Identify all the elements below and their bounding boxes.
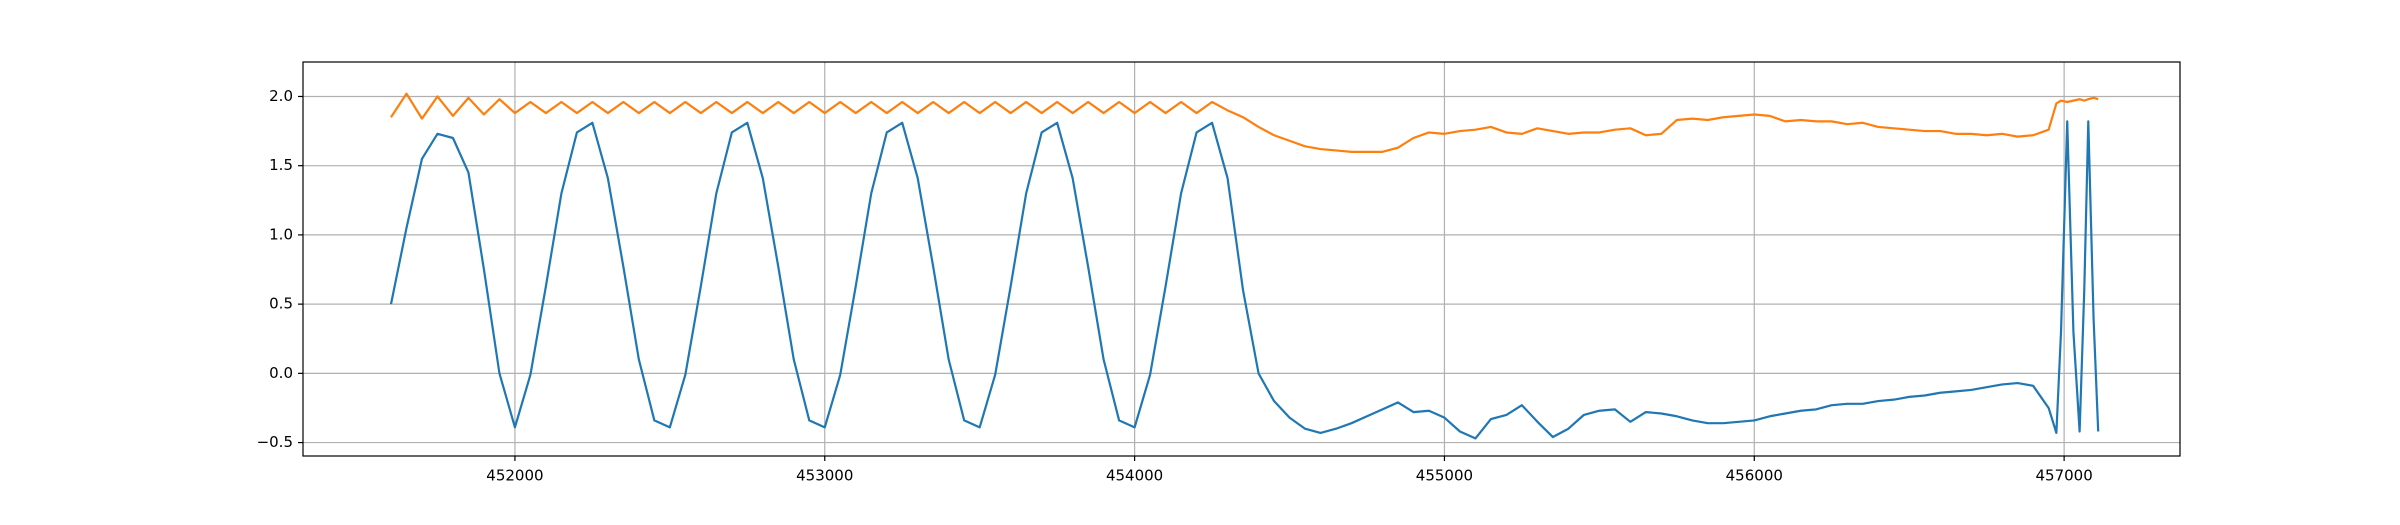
plot-frame <box>302 61 2181 457</box>
y-tick-label: 2.0 <box>269 87 293 105</box>
y-tick-label: 0.0 <box>269 364 293 382</box>
y-tick-label: 1.0 <box>269 225 293 243</box>
x-tick-label: 454000 <box>1106 467 1163 485</box>
y-tick-label: −0.5 <box>257 433 293 451</box>
series-line <box>389 120 2100 440</box>
x-tick-label: 453000 <box>796 467 853 485</box>
x-tick-label: 457000 <box>2035 467 2092 485</box>
y-tick-label: 1.5 <box>269 156 293 174</box>
x-tick-label: 455000 <box>1416 467 1473 485</box>
x-tick-label: 452000 <box>486 467 543 485</box>
x-tick-label: 456000 <box>1726 467 1783 485</box>
y-tick-label: 0.5 <box>269 295 293 313</box>
series-line <box>390 92 2099 153</box>
